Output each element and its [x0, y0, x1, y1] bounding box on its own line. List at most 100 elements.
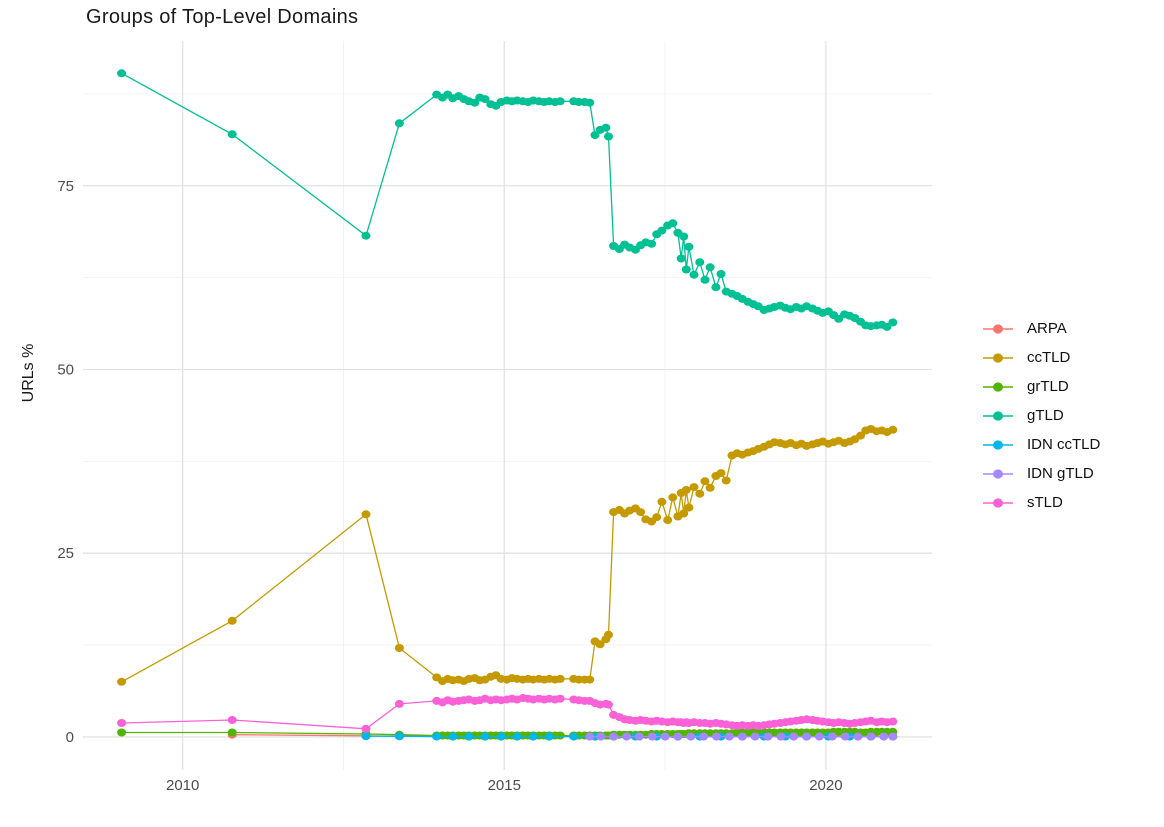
data-point	[700, 275, 710, 284]
major-gridlines	[83, 41, 932, 770]
legend-key-icon	[983, 352, 1013, 363]
data-point	[585, 98, 595, 107]
data-point	[604, 630, 613, 639]
data-point	[647, 239, 657, 248]
data-point	[117, 728, 127, 737]
data-point	[699, 732, 709, 741]
chart-title: Groups of Top-Level Domains	[86, 6, 359, 28]
data-point	[712, 732, 721, 741]
data-point	[673, 732, 683, 741]
data-point	[840, 732, 850, 741]
data-point	[117, 69, 127, 78]
data-point	[227, 728, 237, 737]
data-point	[776, 732, 786, 741]
data-point	[590, 131, 600, 140]
y-tick-label: 25	[57, 545, 74, 562]
data-point	[888, 732, 898, 741]
data-point	[716, 469, 726, 478]
legend-item-gtld: gTLD	[982, 407, 1100, 424]
data-point	[681, 265, 691, 274]
data-point	[853, 732, 863, 741]
legend-key-icon	[983, 410, 1013, 421]
data-point	[432, 732, 442, 741]
legend-item-stld: sTLD	[982, 494, 1100, 511]
data-point	[361, 732, 371, 741]
data-point	[555, 97, 565, 106]
minor-gridlines	[83, 41, 932, 770]
legend-key-icon	[983, 439, 1013, 450]
data-point	[711, 283, 721, 292]
data-point	[668, 493, 678, 502]
data-point	[448, 732, 458, 741]
data-point	[705, 263, 715, 272]
legend-label: IDN ccTLD	[1027, 436, 1101, 453]
data-point	[888, 318, 898, 327]
data-point	[737, 732, 747, 741]
x-tick-label: 2020	[809, 777, 842, 794]
data-point	[622, 732, 631, 741]
data-point	[866, 732, 876, 741]
y-axis-tick-labels: 0 25 50 75	[57, 178, 74, 746]
data-point	[227, 716, 237, 724]
legend-label: gTLD	[1027, 407, 1064, 424]
data-point	[724, 732, 734, 741]
data-point	[679, 232, 689, 241]
data-point	[394, 699, 404, 708]
data-point	[679, 509, 689, 518]
data-point	[609, 732, 619, 741]
data-point	[689, 483, 699, 492]
data-point	[361, 724, 371, 733]
data-point	[585, 732, 595, 741]
data-point	[361, 510, 371, 519]
data-point	[686, 732, 696, 741]
data-point	[601, 123, 611, 132]
data-point	[604, 700, 613, 709]
data-point	[470, 98, 480, 107]
data-point	[636, 508, 646, 517]
data-point	[394, 119, 404, 128]
legend-item-idn-cctld: IDN ccTLD	[982, 436, 1100, 453]
data-point	[555, 694, 565, 703]
data-point	[888, 717, 898, 726]
data-point	[700, 477, 710, 486]
legend: ARPA ccTLD grTLD gTLD IDN ccTLD IDN gTLD sTLD	[982, 320, 1100, 511]
data-point	[750, 732, 760, 741]
legend-label: sTLD	[1027, 494, 1063, 511]
data-point	[657, 226, 667, 235]
data-point	[856, 431, 866, 440]
data-point	[879, 732, 889, 741]
x-tick-label: 2010	[166, 777, 199, 794]
y-tick-label: 75	[57, 178, 74, 195]
data-point	[512, 732, 522, 741]
data-point	[585, 675, 595, 684]
data-point	[544, 732, 554, 741]
legend-key-icon	[983, 497, 1013, 508]
data-point	[555, 674, 565, 683]
data-point	[596, 732, 606, 741]
data-point	[705, 483, 715, 492]
data-point	[657, 497, 667, 506]
x-tick-label: 2015	[488, 777, 521, 794]
data-point	[569, 732, 579, 741]
legend-key-icon	[983, 381, 1013, 392]
data-point	[555, 731, 565, 740]
data-point	[789, 732, 799, 741]
data-point	[634, 732, 644, 741]
y-tick-label: 0	[66, 729, 74, 746]
legend-item-grtld: grTLD	[982, 378, 1100, 395]
legend-item-cctld: ccTLD	[982, 349, 1100, 366]
series-cctld	[117, 425, 898, 686]
data-point	[814, 732, 824, 741]
data-point	[528, 732, 538, 741]
data-point	[827, 732, 837, 741]
data-point	[496, 732, 506, 741]
legend-label: grTLD	[1027, 378, 1069, 395]
series-gtld	[117, 69, 898, 331]
data-point	[689, 270, 699, 279]
data-point	[716, 270, 726, 278]
legend-key-icon	[983, 468, 1013, 479]
y-tick-label: 50	[57, 361, 74, 378]
data-point	[394, 644, 404, 652]
data-point	[227, 616, 237, 625]
data-point	[595, 640, 605, 649]
